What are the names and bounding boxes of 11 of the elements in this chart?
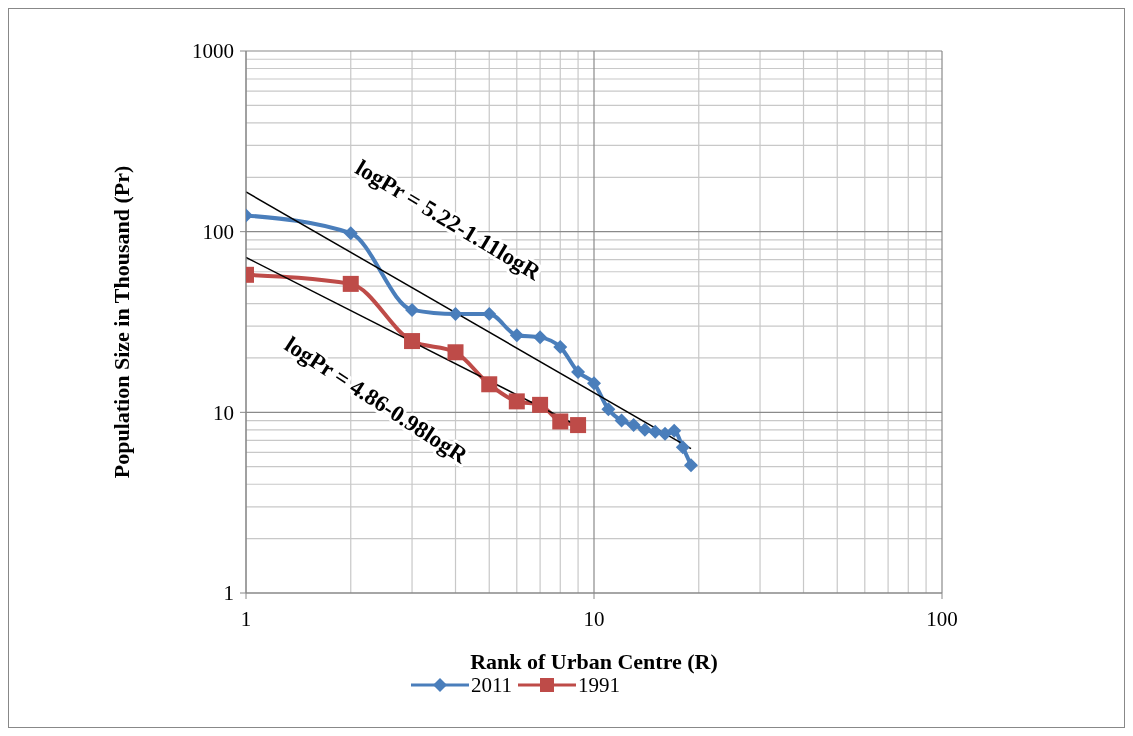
y-tick-label: 10: [213, 400, 234, 425]
y-tick-label: 100: [202, 220, 234, 245]
y-tick-label: 1: [223, 581, 234, 606]
x-tick-label: 100: [926, 606, 958, 631]
y-axis-title: Population Size in Thousand (Pr): [108, 165, 134, 479]
legend-label: 1991: [577, 672, 621, 697]
x-tick-label: 1: [240, 606, 252, 631]
y-tick-label: 1000: [192, 39, 234, 64]
x-axis-title: Rank of Urban Centre (R): [470, 649, 718, 674]
x-tick-label: 10: [583, 606, 605, 631]
legend-label: 2011: [469, 672, 513, 697]
